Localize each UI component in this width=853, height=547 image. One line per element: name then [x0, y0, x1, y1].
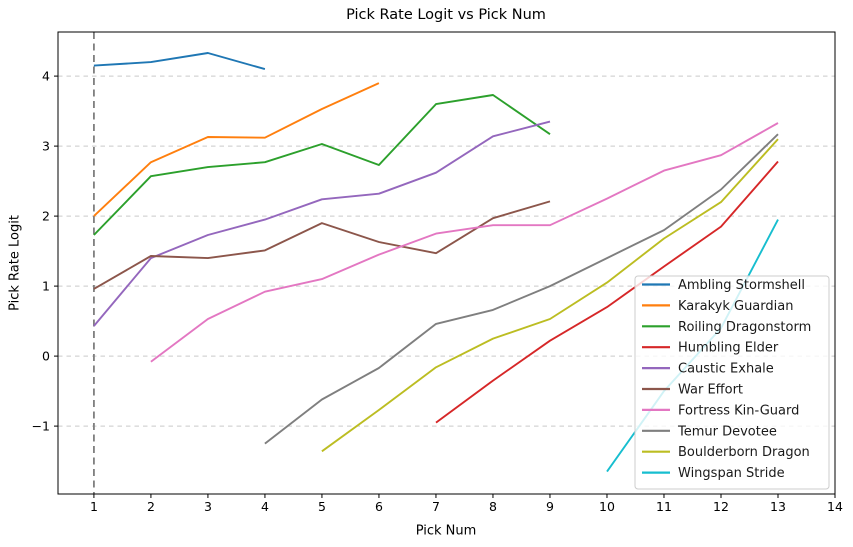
- legend-label-war-effort: War Effort: [678, 383, 743, 398]
- series-line-ambling-stormshell: [93, 52, 266, 71]
- legend-label-karakyk-guardian: Karakyk Guardian: [678, 299, 793, 314]
- y-tick-label: 4: [42, 69, 50, 84]
- legend-label-boulderborn-dragon: Boulderborn Dragon: [678, 445, 810, 460]
- chart-title: Pick Rate Logit vs Pick Num: [346, 7, 546, 23]
- legend-label-roiling-dragonstorm: Roiling Dragonstorm: [678, 320, 811, 335]
- series-line-temur-devotee: [264, 133, 779, 445]
- x-tick-label: 3: [204, 499, 212, 514]
- legend-label-temur-devotee: Temur Devotee: [677, 424, 777, 439]
- x-tick-label: 5: [318, 499, 326, 514]
- y-tick-label: 1: [42, 279, 50, 294]
- y-tick-label: 3: [42, 139, 50, 154]
- series-line-war-effort: [93, 200, 551, 290]
- series-line-karakyk-guardian: [93, 82, 380, 217]
- legend: [634, 275, 830, 490]
- legend-label-humbling-elder: Humbling Elder: [678, 341, 779, 356]
- series-line-boulderborn-dragon: [321, 138, 779, 453]
- x-tick-label: 6: [375, 499, 383, 514]
- y-tick-label: 0: [42, 349, 50, 364]
- legend-label-wingspan-stride: Wingspan Stride: [678, 466, 785, 481]
- plot-border: [57, 31, 836, 495]
- x-axis-label: Pick Num: [415, 523, 477, 539]
- x-tick-label: 1: [90, 499, 98, 514]
- x-tick-label: 7: [432, 499, 440, 514]
- x-tick-label: 11: [656, 499, 672, 514]
- x-tick-label: 2: [147, 499, 155, 514]
- x-tick-label: 4: [261, 499, 269, 514]
- legend-label-caustic-exhale: Caustic Exhale: [678, 362, 774, 377]
- series-line-fortress-kin-guard: [150, 122, 779, 363]
- x-tick-label: 9: [546, 499, 554, 514]
- legend-label-ambling-stormshell: Ambling Stormshell: [678, 278, 805, 293]
- y-axis-label: Pick Rate Logit: [7, 215, 23, 311]
- series-line-caustic-exhale: [93, 120, 551, 327]
- series-line-humbling-elder: [435, 160, 779, 424]
- series-line-roiling-dragonstorm: [93, 94, 551, 236]
- x-tick-label: 14: [827, 499, 843, 514]
- x-tick-label: 13: [770, 499, 786, 514]
- x-tick-label: 10: [599, 499, 615, 514]
- y-tick-label: −1: [32, 419, 50, 434]
- legend-label-fortress-kin-guard: Fortress Kin-Guard: [678, 403, 799, 418]
- y-tick-label: 2: [42, 209, 50, 224]
- x-tick-label: 8: [489, 499, 497, 514]
- x-tick-label: 12: [713, 499, 729, 514]
